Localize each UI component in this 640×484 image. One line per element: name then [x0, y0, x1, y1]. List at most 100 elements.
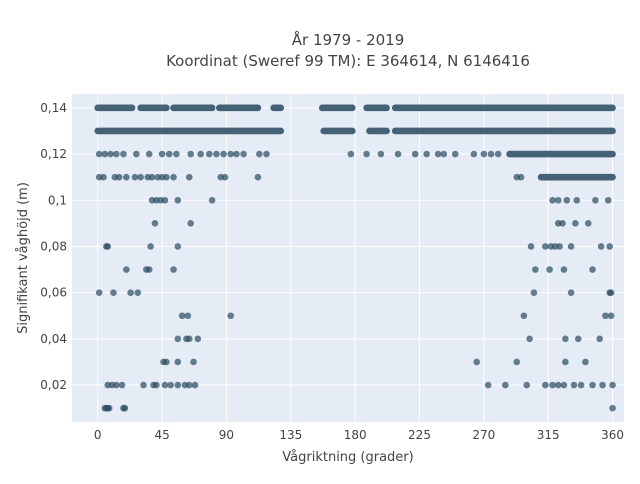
scatter-point — [607, 312, 615, 320]
chart-subtitle: Koordinat (Sweref 99 TM): E 364614, N 61… — [166, 52, 530, 70]
x-tick-label: 225 — [408, 428, 431, 442]
scatter-point — [527, 243, 535, 250]
dense-band-segment — [137, 104, 170, 112]
dense-band-segment — [318, 104, 356, 112]
dense-band-segment — [94, 104, 136, 112]
dense-band-segment — [270, 104, 285, 112]
chart-title: År 1979 - 2019 — [292, 30, 405, 49]
scatter-point — [567, 289, 575, 296]
scatter-point — [567, 243, 575, 250]
scatter-point — [187, 150, 194, 158]
scatter-point — [263, 150, 270, 158]
scatter-point — [480, 150, 488, 158]
scatter-point — [599, 381, 606, 389]
scatter-point — [377, 150, 385, 158]
scatter-point — [440, 150, 448, 158]
scatter-point — [597, 243, 605, 250]
scatter-point — [170, 173, 177, 181]
scatter-point — [148, 173, 156, 181]
scatter-point — [190, 358, 197, 366]
scatter-point — [115, 173, 123, 181]
plot-area — [72, 94, 624, 422]
scatter-point — [123, 266, 130, 273]
scatter-point — [577, 381, 585, 389]
scatter-point — [197, 150, 205, 158]
dense-band-segment — [170, 104, 216, 112]
dense-band-segment — [215, 104, 262, 112]
scatter-point — [394, 150, 402, 158]
scatter-point — [602, 312, 609, 320]
scatter-point — [546, 266, 553, 273]
scatter-point — [194, 335, 202, 343]
scatter-point — [110, 289, 117, 296]
scatter-point — [161, 196, 169, 204]
scatter-point — [542, 243, 549, 250]
scatter-point — [513, 358, 521, 366]
scatter-point — [254, 173, 262, 181]
x-tick-label: 45 — [154, 428, 169, 442]
scatter-point — [582, 358, 589, 366]
scatter-point — [562, 358, 569, 366]
scatter-point — [494, 150, 502, 158]
scatter-point — [185, 381, 193, 389]
scatter-point — [554, 196, 562, 204]
scatter-point — [606, 243, 613, 250]
scatter-point — [133, 150, 140, 158]
scatter-point — [178, 312, 186, 320]
scatter-point — [174, 335, 182, 343]
scatter-point — [161, 381, 169, 389]
scatter-point — [523, 381, 531, 389]
scatter-point — [113, 381, 120, 389]
scatter-point — [542, 381, 549, 389]
scatter-point — [517, 173, 525, 181]
scatter-point — [213, 150, 220, 158]
scatter-point — [205, 150, 213, 158]
scatter-point — [562, 335, 569, 343]
scatter-point — [137, 173, 144, 181]
x-tick-label: 180 — [344, 428, 367, 442]
scatter-point — [173, 150, 180, 158]
scatter-point — [526, 335, 533, 343]
scatter-point — [153, 381, 160, 389]
scatter-point — [584, 220, 592, 227]
y-tick-label: 0,14 — [40, 101, 67, 115]
scatter-point — [451, 150, 459, 158]
scatter-point — [607, 289, 615, 296]
data-points — [95, 150, 616, 412]
scatter-point — [233, 150, 240, 158]
scatter-point — [560, 381, 568, 389]
scatter-point — [589, 381, 596, 389]
scatter-point — [563, 196, 571, 204]
scatter-point — [163, 358, 170, 366]
scatter-point — [120, 150, 127, 158]
scatter-point — [572, 220, 579, 227]
y-tick-label: 0,12 — [40, 147, 67, 161]
scatter-point — [470, 150, 478, 158]
scatter-point — [174, 381, 182, 389]
scatter-point — [174, 358, 182, 366]
scatter-point — [174, 243, 182, 250]
scatter-point — [208, 196, 216, 204]
scatter-point — [145, 150, 153, 158]
scatter-point — [184, 312, 192, 320]
scatter-point — [185, 335, 193, 343]
x-axis-title: Vågriktning (grader) — [282, 450, 413, 465]
y-tick-label: 0,08 — [40, 239, 67, 253]
x-tick-label: 270 — [472, 428, 495, 442]
x-tick-label: 0 — [94, 428, 102, 442]
dense-band-segment — [391, 104, 616, 112]
scatter-point — [131, 173, 139, 181]
x-tick-label: 360 — [601, 428, 624, 442]
scatter-point — [609, 404, 616, 412]
scatter-point — [134, 289, 142, 296]
dense-band-segment — [391, 127, 616, 135]
scatter-point — [167, 381, 174, 389]
scatter-point — [589, 266, 596, 273]
scatter-point — [123, 173, 130, 181]
scatter-point — [151, 220, 159, 227]
scatter-point — [596, 335, 603, 343]
scatter-point — [227, 312, 235, 320]
scatter-point — [187, 220, 194, 227]
y-tick-label: 0,06 — [40, 286, 67, 300]
